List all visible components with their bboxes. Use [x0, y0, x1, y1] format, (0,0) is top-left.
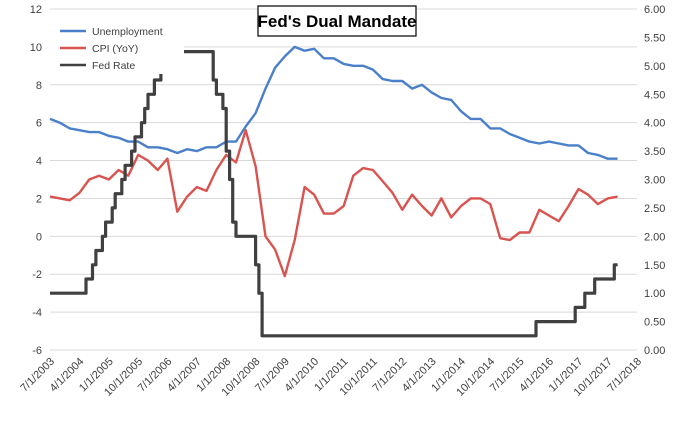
legend-label: Fed Rate: [92, 60, 135, 72]
right-axis-tick-label: 1.00: [644, 288, 665, 300]
right-axis-tick-label: 0.00: [644, 345, 665, 357]
right-axis-labels: 0.00 0.50 1.00 1.50 2.00 2.50 3.00 3.50 4.00 4.50…: [644, 4, 665, 357]
left-axis-tick-label: 0: [36, 231, 42, 243]
legend-label: Unemployment: [92, 26, 163, 38]
right-axis-tick-label: 4.50: [644, 89, 665, 101]
left-axis-tick-label: 10: [30, 42, 42, 54]
legend: Unemployment CPI (YoY) Fed Rate: [50, 14, 184, 74]
left-axis-tick-label: -4: [32, 307, 42, 319]
chart-title: Fed's Dual Mandate: [258, 12, 417, 31]
plot-area: [49, 45, 618, 338]
right-axis-tick-label: 3.50: [644, 146, 665, 158]
title-border: [257, 5, 417, 37]
series-line-cpi-yoy: [49, 129, 618, 278]
right-axis-tick-label: 4.00: [644, 118, 665, 130]
title-box: Fed's Dual Mandate: [257, 5, 417, 37]
left-axis-labels: -6 -4 -2 0 2 4 6 8 10 12: [30, 4, 42, 357]
series-line-unemployment: [49, 45, 618, 160]
right-axis-tick-label: 0.50: [644, 317, 665, 329]
left-axis-tick-label: 2: [36, 193, 42, 205]
legend-label: CPI (YoY): [92, 43, 138, 55]
right-axis-tick-label: 1.50: [644, 260, 665, 272]
left-axis-tick-label: 12: [30, 4, 42, 16]
left-axis-tick-label: 8: [36, 80, 42, 92]
right-axis-tick-label: 2.50: [644, 203, 665, 215]
left-axis-tick-label: -2: [32, 269, 42, 281]
left-axis-tick-label: -6: [32, 345, 42, 357]
left-axis-tick-label: 6: [36, 118, 42, 130]
right-axis-tick-label: 2.00: [644, 231, 665, 243]
right-axis-tick-label: 5.50: [644, 32, 665, 44]
right-axis-tick-label: 3.00: [644, 175, 665, 187]
right-axis-tick-label: 6.00: [644, 4, 665, 16]
left-axis-tick-label: 4: [36, 156, 42, 168]
x-axis-labels: 7/1/20034/1/20041/1/200510/1/20057/1/200…: [18, 356, 644, 399]
right-axis-tick-label: 5.00: [644, 61, 665, 73]
series-line-fed-rate: [50, 50, 618, 338]
